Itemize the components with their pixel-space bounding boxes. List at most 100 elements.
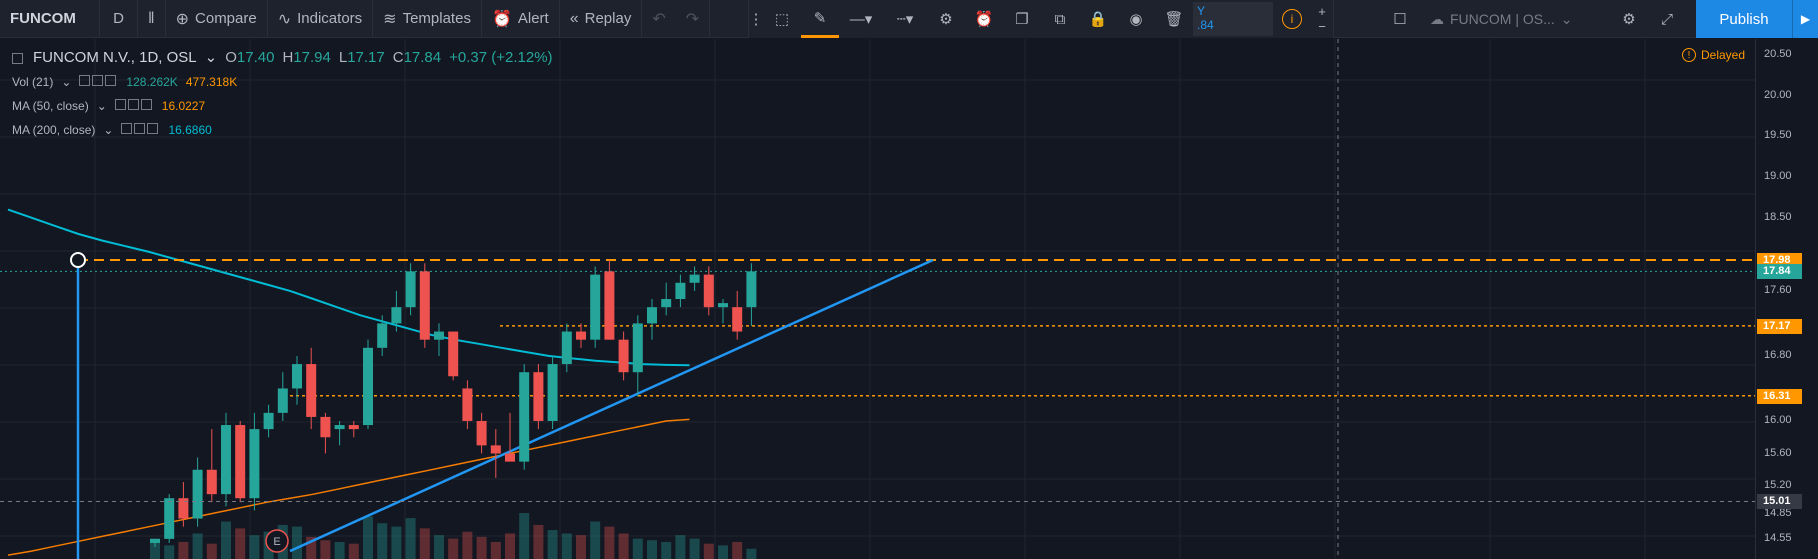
price-axis[interactable]: 20.50 20.00 19.50 19.00 18.50 17.60 16.80 16.00… — [1755, 39, 1818, 559]
gear-icon[interactable] — [92, 75, 104, 86]
volume-bar — [221, 521, 231, 559]
volume-label[interactable]: Vol (21) — [12, 75, 54, 89]
info-icon: i — [1282, 9, 1302, 29]
eye-icon[interactable] — [121, 123, 133, 134]
candle-body — [746, 271, 757, 308]
collapse-icon[interactable] — [12, 52, 23, 64]
candle-body — [363, 347, 373, 426]
volume-bar — [434, 535, 444, 559]
line-color-button[interactable]: ✎ — [801, 0, 839, 38]
gear-icon[interactable] — [127, 99, 139, 110]
volume-bar — [505, 533, 515, 559]
price-tag: 17.84 — [1757, 264, 1802, 280]
candle-body — [277, 388, 288, 413]
gear-icon[interactable] — [134, 123, 146, 134]
settings-button[interactable]: ⚙ — [927, 0, 965, 38]
volume-bar — [206, 543, 217, 559]
earnings-marker — [265, 529, 289, 553]
close-icon[interactable] — [140, 99, 152, 110]
layout-button[interactable]: ☁ FUNCOM | OS... ⌄ — [1420, 0, 1610, 38]
candle-body — [334, 425, 345, 430]
volume-bar — [618, 533, 629, 559]
templates-button[interactable]: ≋ Templates — [373, 0, 482, 38]
info-button[interactable]: i — [1273, 0, 1311, 38]
delayed-badge[interactable]: ! Delayed — [1682, 48, 1745, 62]
volume-bar — [647, 540, 657, 559]
ma200-label[interactable]: MA (200, close) — [12, 123, 96, 137]
candle-body — [462, 388, 473, 421]
candle-body — [561, 331, 572, 365]
volume-bar — [320, 540, 331, 559]
delete-button[interactable]: 🗑 — [1155, 0, 1193, 38]
volume-bar — [405, 518, 416, 559]
volume-bar — [561, 533, 572, 559]
line-style-button[interactable]: ┄▾ — [883, 0, 927, 38]
price-field-line2: .84 — [1197, 18, 1214, 32]
clone-button[interactable]: ⧉ — [1041, 0, 1079, 38]
candle-body — [434, 331, 444, 340]
chart-type-button[interactable]: ǁ — [138, 0, 166, 38]
price-field[interactable]: Y .84 — [1193, 2, 1273, 36]
ma50-value: 16.0227 — [161, 99, 206, 113]
volume-bar — [462, 531, 473, 559]
plus-circle-icon: ⊕ — [175, 10, 190, 28]
play-button[interactable]: ▶ — [1792, 0, 1818, 38]
chevron-down-icon[interactable]: ⌄ — [103, 123, 114, 137]
visual-order-button[interactable]: ❐ — [1003, 0, 1041, 38]
candle-body — [192, 469, 203, 519]
layers-icon: ❐ — [1015, 11, 1029, 28]
fullscreen-toggle-button[interactable]: ☐ — [1380, 0, 1420, 38]
hide-button[interactable]: ◉ — [1117, 0, 1155, 38]
fullscreen-button[interactable]: ⤢ — [1648, 0, 1686, 38]
cloud-icon: ☁ — [1430, 10, 1444, 27]
alert-button[interactable]: ⏰ Alert — [482, 0, 560, 38]
volume-bar — [703, 543, 714, 559]
rewind-icon: « — [569, 9, 579, 27]
alert-add-button[interactable]: ⏰ — [965, 0, 1003, 38]
eye-icon[interactable] — [114, 99, 126, 110]
ma200-line — [7, 208, 690, 367]
drag-handle[interactable]: ⋮ — [749, 0, 764, 38]
dashed-line-icon: ┄▾ — [896, 11, 914, 28]
line-width-button[interactable]: —▾ — [839, 0, 883, 38]
price-chart[interactable]: E — [0, 39, 1818, 559]
chevron-down-icon[interactable]: ⌄ — [204, 49, 218, 66]
crosshair-price-tag: 15.01 — [1757, 494, 1802, 510]
indicators-button[interactable]: ∿ Indicators — [268, 0, 374, 38]
drawing-toolbar: ⋮ ⬚ ✎ —▾ ┄▾ ⚙ ⏰ ❐ ⧉ 🔒 ◉ 🗑 Y .84 i + − — [748, 0, 1334, 38]
candle-body — [306, 364, 317, 417]
price-tick-label: 14.85 — [1764, 507, 1792, 520]
template-button[interactable]: ⬚ — [763, 0, 801, 38]
eye-icon[interactable] — [79, 75, 91, 86]
undo-button[interactable]: ↶ — [642, 0, 675, 38]
templates-label: Templates — [402, 10, 471, 27]
publish-button[interactable]: Publish — [1696, 0, 1792, 38]
compare-label: Compare — [195, 10, 257, 27]
chevron-down-icon[interactable]: ⌄ — [96, 99, 107, 113]
minus-icon[interactable]: − — [1318, 19, 1326, 34]
chart-settings-button[interactable]: ⚙ — [1610, 0, 1648, 38]
volume-bar — [661, 541, 672, 559]
candle-body — [476, 420, 487, 446]
expand-icon: ⤢ — [1660, 10, 1673, 28]
volume-bar — [178, 541, 189, 559]
lock-button[interactable]: 🔒 — [1079, 0, 1117, 38]
compare-button[interactable]: ⊕ Compare — [166, 0, 268, 38]
symbol-title[interactable]: FUNCOM N.V., 1D, OSL — [33, 49, 197, 66]
ma50-label[interactable]: MA (50, close) — [12, 99, 89, 113]
volume-bar — [689, 538, 700, 559]
plus-icon[interactable]: + — [1318, 4, 1326, 19]
replay-button[interactable]: « Replay — [560, 0, 643, 38]
interval-button[interactable]: D — [100, 0, 138, 38]
candle-body — [206, 469, 217, 495]
close-icon[interactable] — [147, 123, 159, 134]
chevron-down-icon[interactable]: ⌄ — [61, 75, 72, 89]
volume-bar — [235, 528, 246, 559]
redo-button[interactable]: ↷ — [676, 0, 711, 38]
trash-icon: 🗑 — [1164, 11, 1184, 28]
candle-body — [249, 429, 260, 499]
close-icon[interactable] — [105, 75, 117, 86]
alert-label: Alert — [517, 10, 549, 27]
symbol-search-button[interactable]: FUNCOM — [0, 0, 100, 38]
volume-bar — [718, 545, 728, 559]
